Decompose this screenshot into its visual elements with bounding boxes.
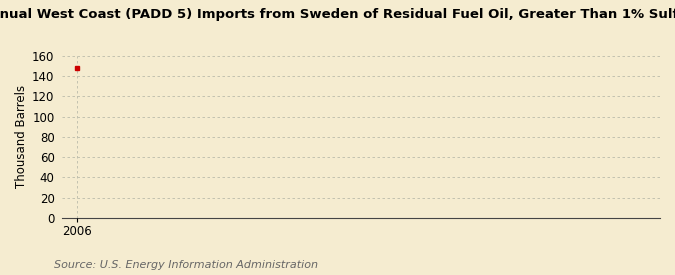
Text: Annual West Coast (PADD 5) Imports from Sweden of Residual Fuel Oil, Greater Tha: Annual West Coast (PADD 5) Imports from … [0,8,675,21]
Y-axis label: Thousand Barrels: Thousand Barrels [15,85,28,188]
Text: Source: U.S. Energy Information Administration: Source: U.S. Energy Information Administ… [54,260,318,270]
